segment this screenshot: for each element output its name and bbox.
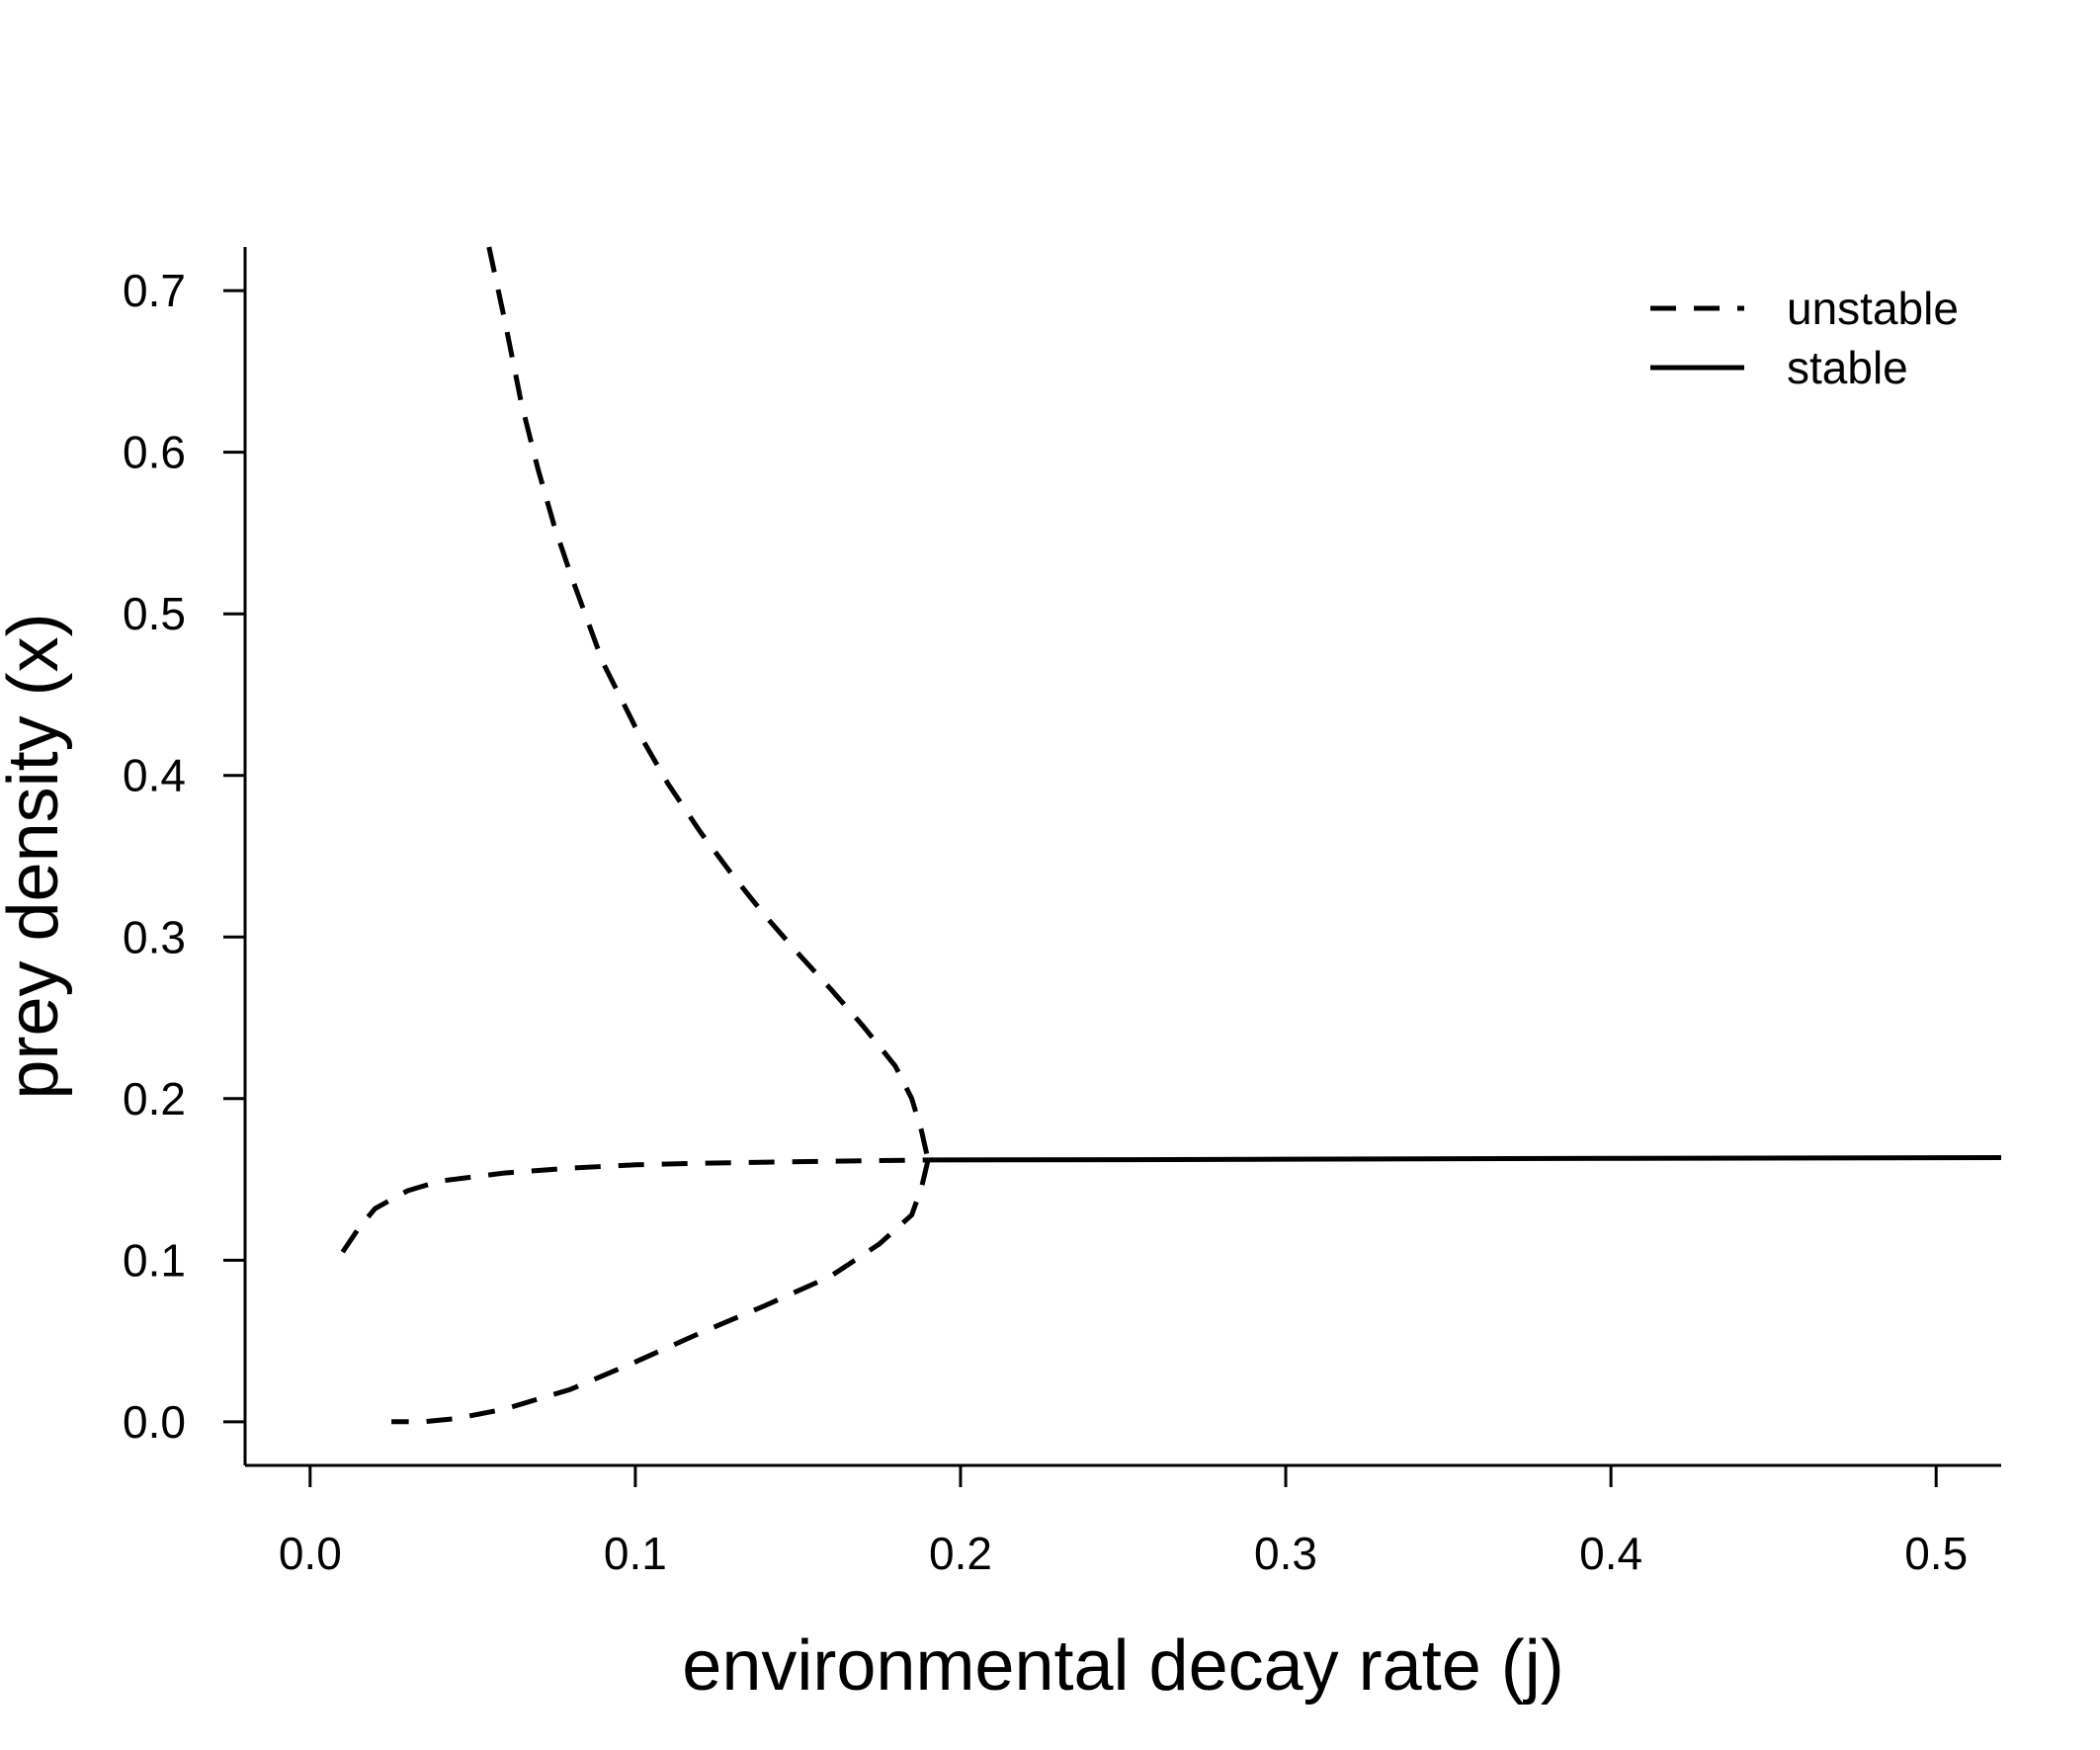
y-tick-label: 0.5: [123, 588, 186, 639]
y-tick-label: 0.2: [123, 1073, 186, 1125]
x-tick-label: 0.2: [929, 1528, 992, 1579]
y-tick-label: 0.1: [123, 1234, 186, 1286]
x-tick-label: 0.4: [1579, 1528, 1642, 1579]
unstable-branch-line-1: [391, 1159, 931, 1425]
axes: 0.0 0.1 0.2 0.3 0.4 0.5 0.0 0.1 0.2 0.3 0.4 0.5 0.6 0…: [123, 247, 2001, 1579]
y-axis-title: prey density (x): [0, 613, 73, 1099]
x-axis-title: environmental decay rate (j): [682, 1626, 1563, 1706]
x-tick-label: 0.3: [1254, 1528, 1317, 1579]
stable-branch-line-3: [928, 1155, 2002, 1163]
legend: unstable stable: [1650, 283, 1959, 393]
y-tick-label: 0.6: [123, 427, 186, 478]
y-tick-label: 0.7: [123, 265, 186, 316]
legend-label-stable: stable: [1787, 342, 1908, 393]
y-tick-label: 0.3: [123, 911, 186, 962]
y-tick-label: 0.0: [123, 1396, 186, 1448]
legend-label-unstable: unstable: [1787, 283, 1959, 334]
x-tick-label: 0.1: [604, 1528, 667, 1579]
unstable-branch-line-0: [486, 246, 931, 1161]
unstable-branch-line-2: [340, 1157, 929, 1254]
x-tick-label: 0.5: [1904, 1528, 1968, 1579]
x-tick-label: 0.0: [279, 1528, 342, 1579]
series-group: [340, 246, 2002, 1425]
y-tick-label: 0.4: [123, 750, 186, 801]
